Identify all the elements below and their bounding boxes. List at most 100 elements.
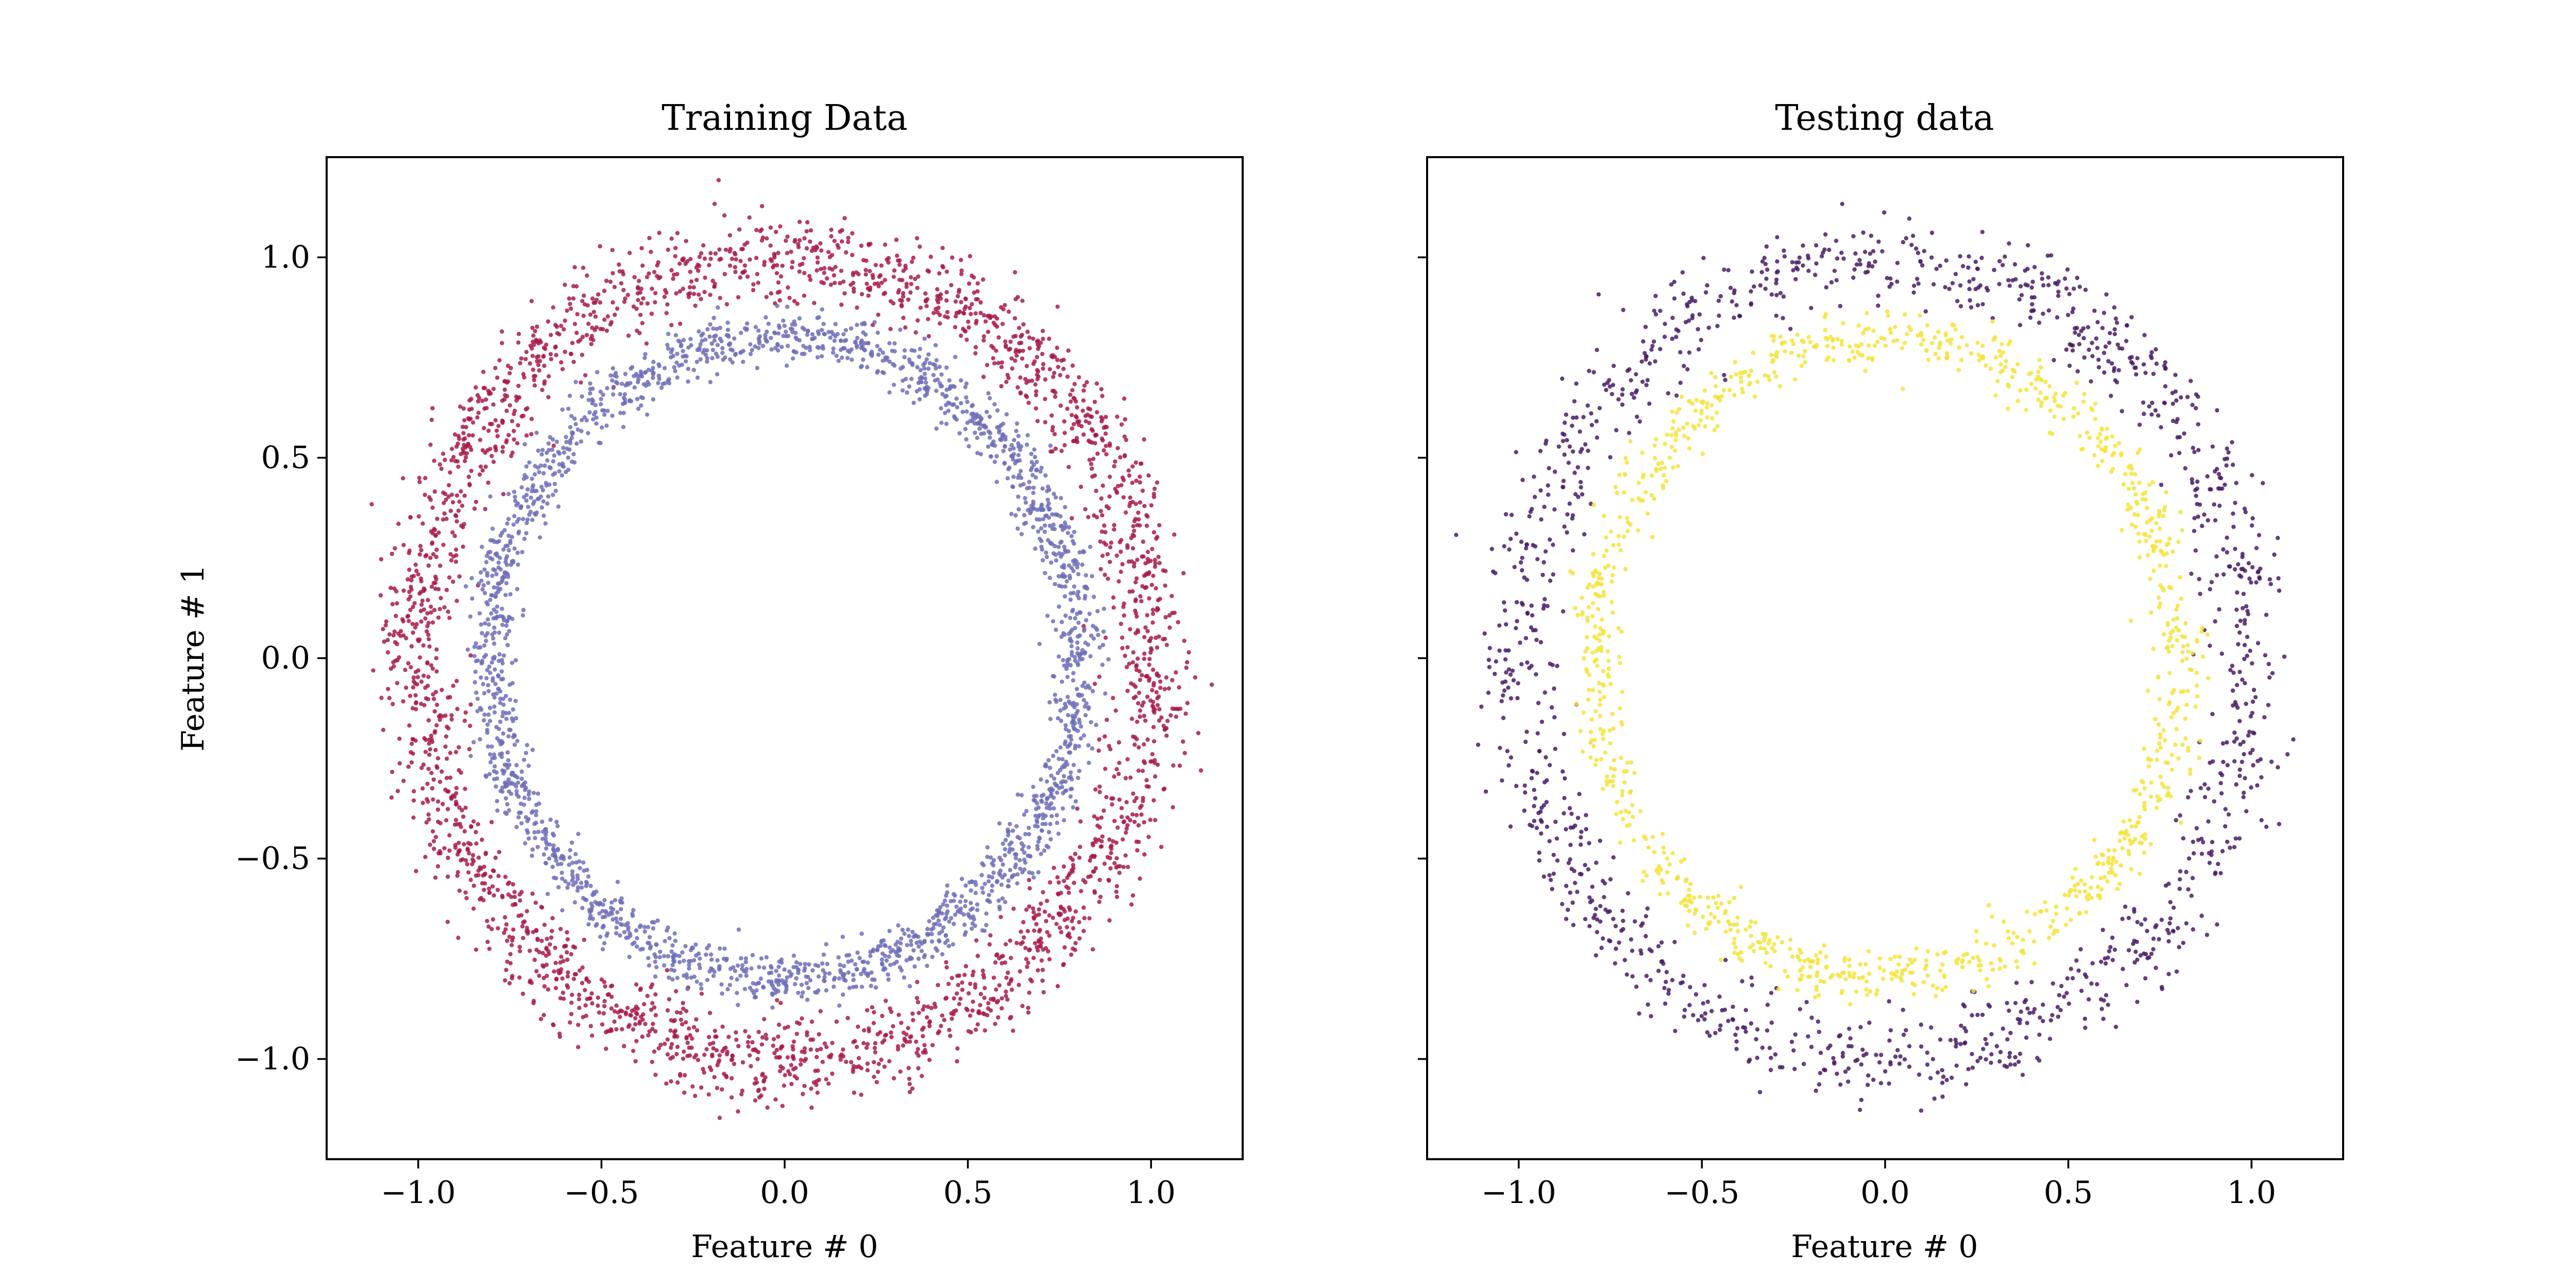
- training-point: [792, 299, 797, 303]
- training-point: [1209, 682, 1214, 687]
- training-point: [841, 963, 846, 969]
- training-point: [715, 372, 720, 377]
- training-point: [1145, 613, 1149, 618]
- training-point: [1079, 889, 1083, 893]
- training-point: [815, 255, 820, 260]
- training-point: [617, 262, 621, 267]
- training-point: [1047, 336, 1052, 341]
- training-point: [666, 346, 671, 351]
- training-point: [1036, 529, 1041, 534]
- training-point: [542, 379, 547, 384]
- training-point: [1061, 774, 1066, 778]
- training-point: [580, 334, 585, 340]
- training-point: [1014, 421, 1020, 426]
- training-point: [618, 1014, 622, 1020]
- training-point: [1068, 794, 1073, 799]
- training-point: [1153, 758, 1157, 762]
- training-point: [487, 946, 492, 951]
- training-point: [646, 956, 651, 960]
- training-point: [531, 501, 536, 506]
- training-point: [952, 892, 956, 896]
- training-point: [1170, 678, 1175, 683]
- training-point: [1150, 620, 1155, 625]
- training-point: [708, 952, 714, 957]
- training-point: [1094, 381, 1099, 386]
- training-point: [934, 358, 939, 363]
- training-point: [1007, 842, 1012, 847]
- training-point: [784, 329, 788, 334]
- training-point: [588, 884, 593, 888]
- training-point: [1013, 350, 1018, 354]
- training-point: [528, 361, 532, 366]
- training-point: [646, 367, 651, 372]
- training-point: [819, 267, 823, 272]
- training-point: [669, 268, 674, 273]
- training-point: [1150, 688, 1155, 692]
- training-point: [722, 946, 727, 951]
- training-point: [1103, 635, 1108, 640]
- training-point: [454, 791, 459, 796]
- training-point: [830, 1041, 835, 1045]
- training-point: [431, 777, 436, 782]
- training-point: [1120, 562, 1125, 567]
- training-point: [870, 273, 875, 278]
- training-point: [944, 298, 949, 303]
- training-point: [596, 1003, 600, 1008]
- training-point: [1155, 645, 1160, 650]
- training-point: [686, 292, 691, 297]
- training-point: [423, 476, 428, 481]
- training-point: [618, 917, 623, 921]
- training-point: [534, 947, 539, 952]
- training-point: [895, 1044, 901, 1049]
- training-point: [1001, 307, 1006, 312]
- training-point: [953, 416, 957, 420]
- training-point: [614, 1027, 619, 1032]
- training-point: [488, 598, 493, 602]
- training-point: [615, 910, 620, 915]
- training-point: [883, 944, 888, 948]
- training-point: [432, 697, 436, 701]
- training-point: [1097, 737, 1101, 742]
- training-point: [570, 878, 574, 883]
- training-point: [429, 610, 433, 615]
- testing-point: [1537, 858, 1541, 863]
- training-point: [609, 320, 614, 325]
- training-point: [645, 993, 650, 998]
- training-point: [425, 782, 430, 786]
- training-point: [602, 898, 607, 903]
- training-point: [1103, 530, 1108, 535]
- training-point: [1035, 419, 1040, 423]
- training-point: [504, 623, 509, 628]
- training-point: [551, 443, 556, 448]
- training-point: [443, 492, 448, 497]
- training-point: [1070, 388, 1075, 393]
- training-point: [941, 902, 945, 907]
- training-point: [512, 489, 517, 494]
- training-point: [905, 390, 909, 395]
- training-point: [511, 707, 515, 712]
- training-point: [973, 985, 978, 990]
- training-point: [1070, 609, 1075, 614]
- training-point: [601, 392, 605, 397]
- training-point: [623, 1012, 629, 1016]
- training-point: [1092, 890, 1097, 895]
- training-point: [522, 473, 527, 478]
- training-point: [470, 433, 475, 438]
- training-point: [515, 441, 520, 446]
- training-point: [897, 262, 902, 267]
- training-point: [483, 464, 488, 469]
- training-point: [401, 543, 406, 548]
- training-point: [585, 997, 589, 1002]
- training-point: [837, 976, 842, 981]
- training-point: [707, 1065, 713, 1070]
- training-point: [925, 963, 929, 969]
- training-point: [1062, 818, 1066, 823]
- training-point: [446, 494, 451, 499]
- training-point: [1130, 660, 1136, 665]
- training-point: [1031, 485, 1036, 490]
- training-point: [970, 1008, 975, 1013]
- training-point: [518, 361, 522, 365]
- training-y-tick-label: −0.5: [235, 841, 310, 877]
- training-point: [475, 709, 480, 714]
- training-point: [462, 418, 467, 422]
